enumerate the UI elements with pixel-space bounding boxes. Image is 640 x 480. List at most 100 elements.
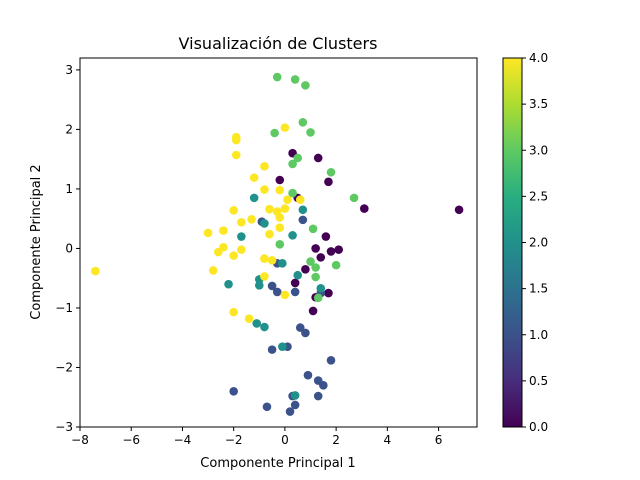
data-point (229, 386, 238, 396)
data-point (311, 263, 320, 272)
data-point (237, 232, 246, 241)
data-point (203, 228, 213, 238)
data-point (324, 288, 333, 298)
colorbar-tick-label: 2.5 (529, 189, 548, 203)
data-point (229, 206, 238, 215)
data-point (275, 213, 285, 222)
data-point (290, 278, 300, 288)
x-tick-label: −2 (225, 433, 243, 447)
data-point (260, 272, 269, 281)
data-point (334, 245, 343, 254)
x-axis-ticks: −8 −6 −4 −2 0 2 4 6 (71, 427, 442, 447)
y-axis-ticks: −3 −2 −1 0 1 2 3 (55, 63, 80, 434)
data-point (249, 193, 259, 203)
y-tick-label: −1 (55, 301, 73, 315)
data-point (229, 307, 238, 317)
colorbar-gradient (502, 57, 523, 428)
data-point (260, 322, 269, 332)
data-point (331, 260, 341, 270)
data-point (254, 281, 264, 290)
x-tick-label: 0 (281, 433, 289, 447)
data-point (308, 306, 318, 316)
data-point (326, 167, 336, 177)
colorbar-tick-label: 2.0 (529, 236, 548, 250)
data-point (288, 188, 297, 198)
data-point (275, 185, 285, 195)
data-point (252, 319, 262, 328)
data-point (231, 135, 241, 145)
data-point (316, 253, 326, 262)
x-tick-label: 2 (332, 433, 340, 447)
data-point (260, 254, 269, 263)
data-point (301, 264, 310, 274)
data-point (298, 117, 308, 127)
data-point (278, 259, 287, 268)
data-point (295, 323, 305, 332)
colorbar-tick-label: 0.5 (529, 374, 548, 388)
data-point (313, 153, 323, 163)
y-tick-label: 2 (65, 122, 73, 136)
data-point (265, 229, 274, 239)
data-point (313, 391, 323, 401)
data-point (285, 407, 295, 416)
colorbar-ticks: 0.0 0.5 1.0 1.5 2.0 2.5 3.0 3.5 4.0 (522, 51, 548, 434)
plot-frame (79, 57, 478, 428)
data-point (306, 128, 315, 137)
data-point (247, 214, 256, 224)
data-point (260, 185, 269, 194)
data-point (260, 219, 269, 228)
data-point (288, 159, 297, 169)
colorbar-tick-label: 3.0 (529, 143, 548, 157)
data-point (249, 173, 259, 182)
data-point (308, 224, 318, 234)
data-point (326, 356, 336, 365)
colorbar-tick-label: 4.0 (529, 51, 548, 65)
data-point (454, 205, 464, 215)
data-point (267, 256, 277, 265)
data-point (319, 381, 328, 390)
x-tick-label: −6 (122, 433, 140, 447)
data-point (280, 290, 290, 300)
data-point (288, 231, 297, 240)
data-point (267, 281, 277, 291)
x-axis-label: Componente Principal 1 (200, 456, 355, 471)
data-point (244, 314, 254, 323)
data-point (214, 247, 223, 257)
colorbar-tick-label: 3.5 (529, 97, 548, 111)
colorbar: 0.0 0.5 1.0 1.5 2.0 2.5 3.0 3.5 4.0 (502, 51, 548, 434)
data-point (349, 193, 359, 203)
data-point (321, 232, 331, 241)
data-point (313, 293, 323, 303)
data-point (295, 195, 305, 204)
x-tick-label: 4 (384, 433, 392, 447)
y-axis-label: Componente Principal 2 (29, 164, 44, 319)
data-point (303, 370, 313, 380)
data-point (267, 345, 277, 354)
data-point (224, 279, 233, 289)
data-point (290, 75, 300, 84)
colorbar-tick-label: 0.0 (529, 420, 548, 434)
data-point (311, 244, 320, 253)
x-tick-label: −8 (71, 433, 89, 447)
data-point (316, 284, 326, 293)
data-point (290, 287, 300, 297)
data-point (208, 266, 218, 275)
y-tick-label: −3 (55, 420, 73, 434)
data-point (278, 342, 287, 351)
y-tick-label: 1 (65, 182, 73, 196)
data-point (91, 266, 100, 276)
data-point (290, 391, 300, 400)
y-tick-label: 3 (65, 63, 73, 77)
data-point (231, 150, 241, 160)
y-tick-label: 0 (65, 241, 73, 255)
data-point (306, 257, 315, 266)
data-point (283, 195, 292, 204)
data-point (229, 251, 238, 260)
data-point (311, 272, 320, 282)
data-point (301, 328, 310, 338)
data-point (293, 153, 303, 163)
colorbar-tick-label: 1.0 (529, 328, 548, 342)
y-tick-label: −2 (55, 360, 73, 374)
x-tick-label: −4 (174, 433, 192, 447)
